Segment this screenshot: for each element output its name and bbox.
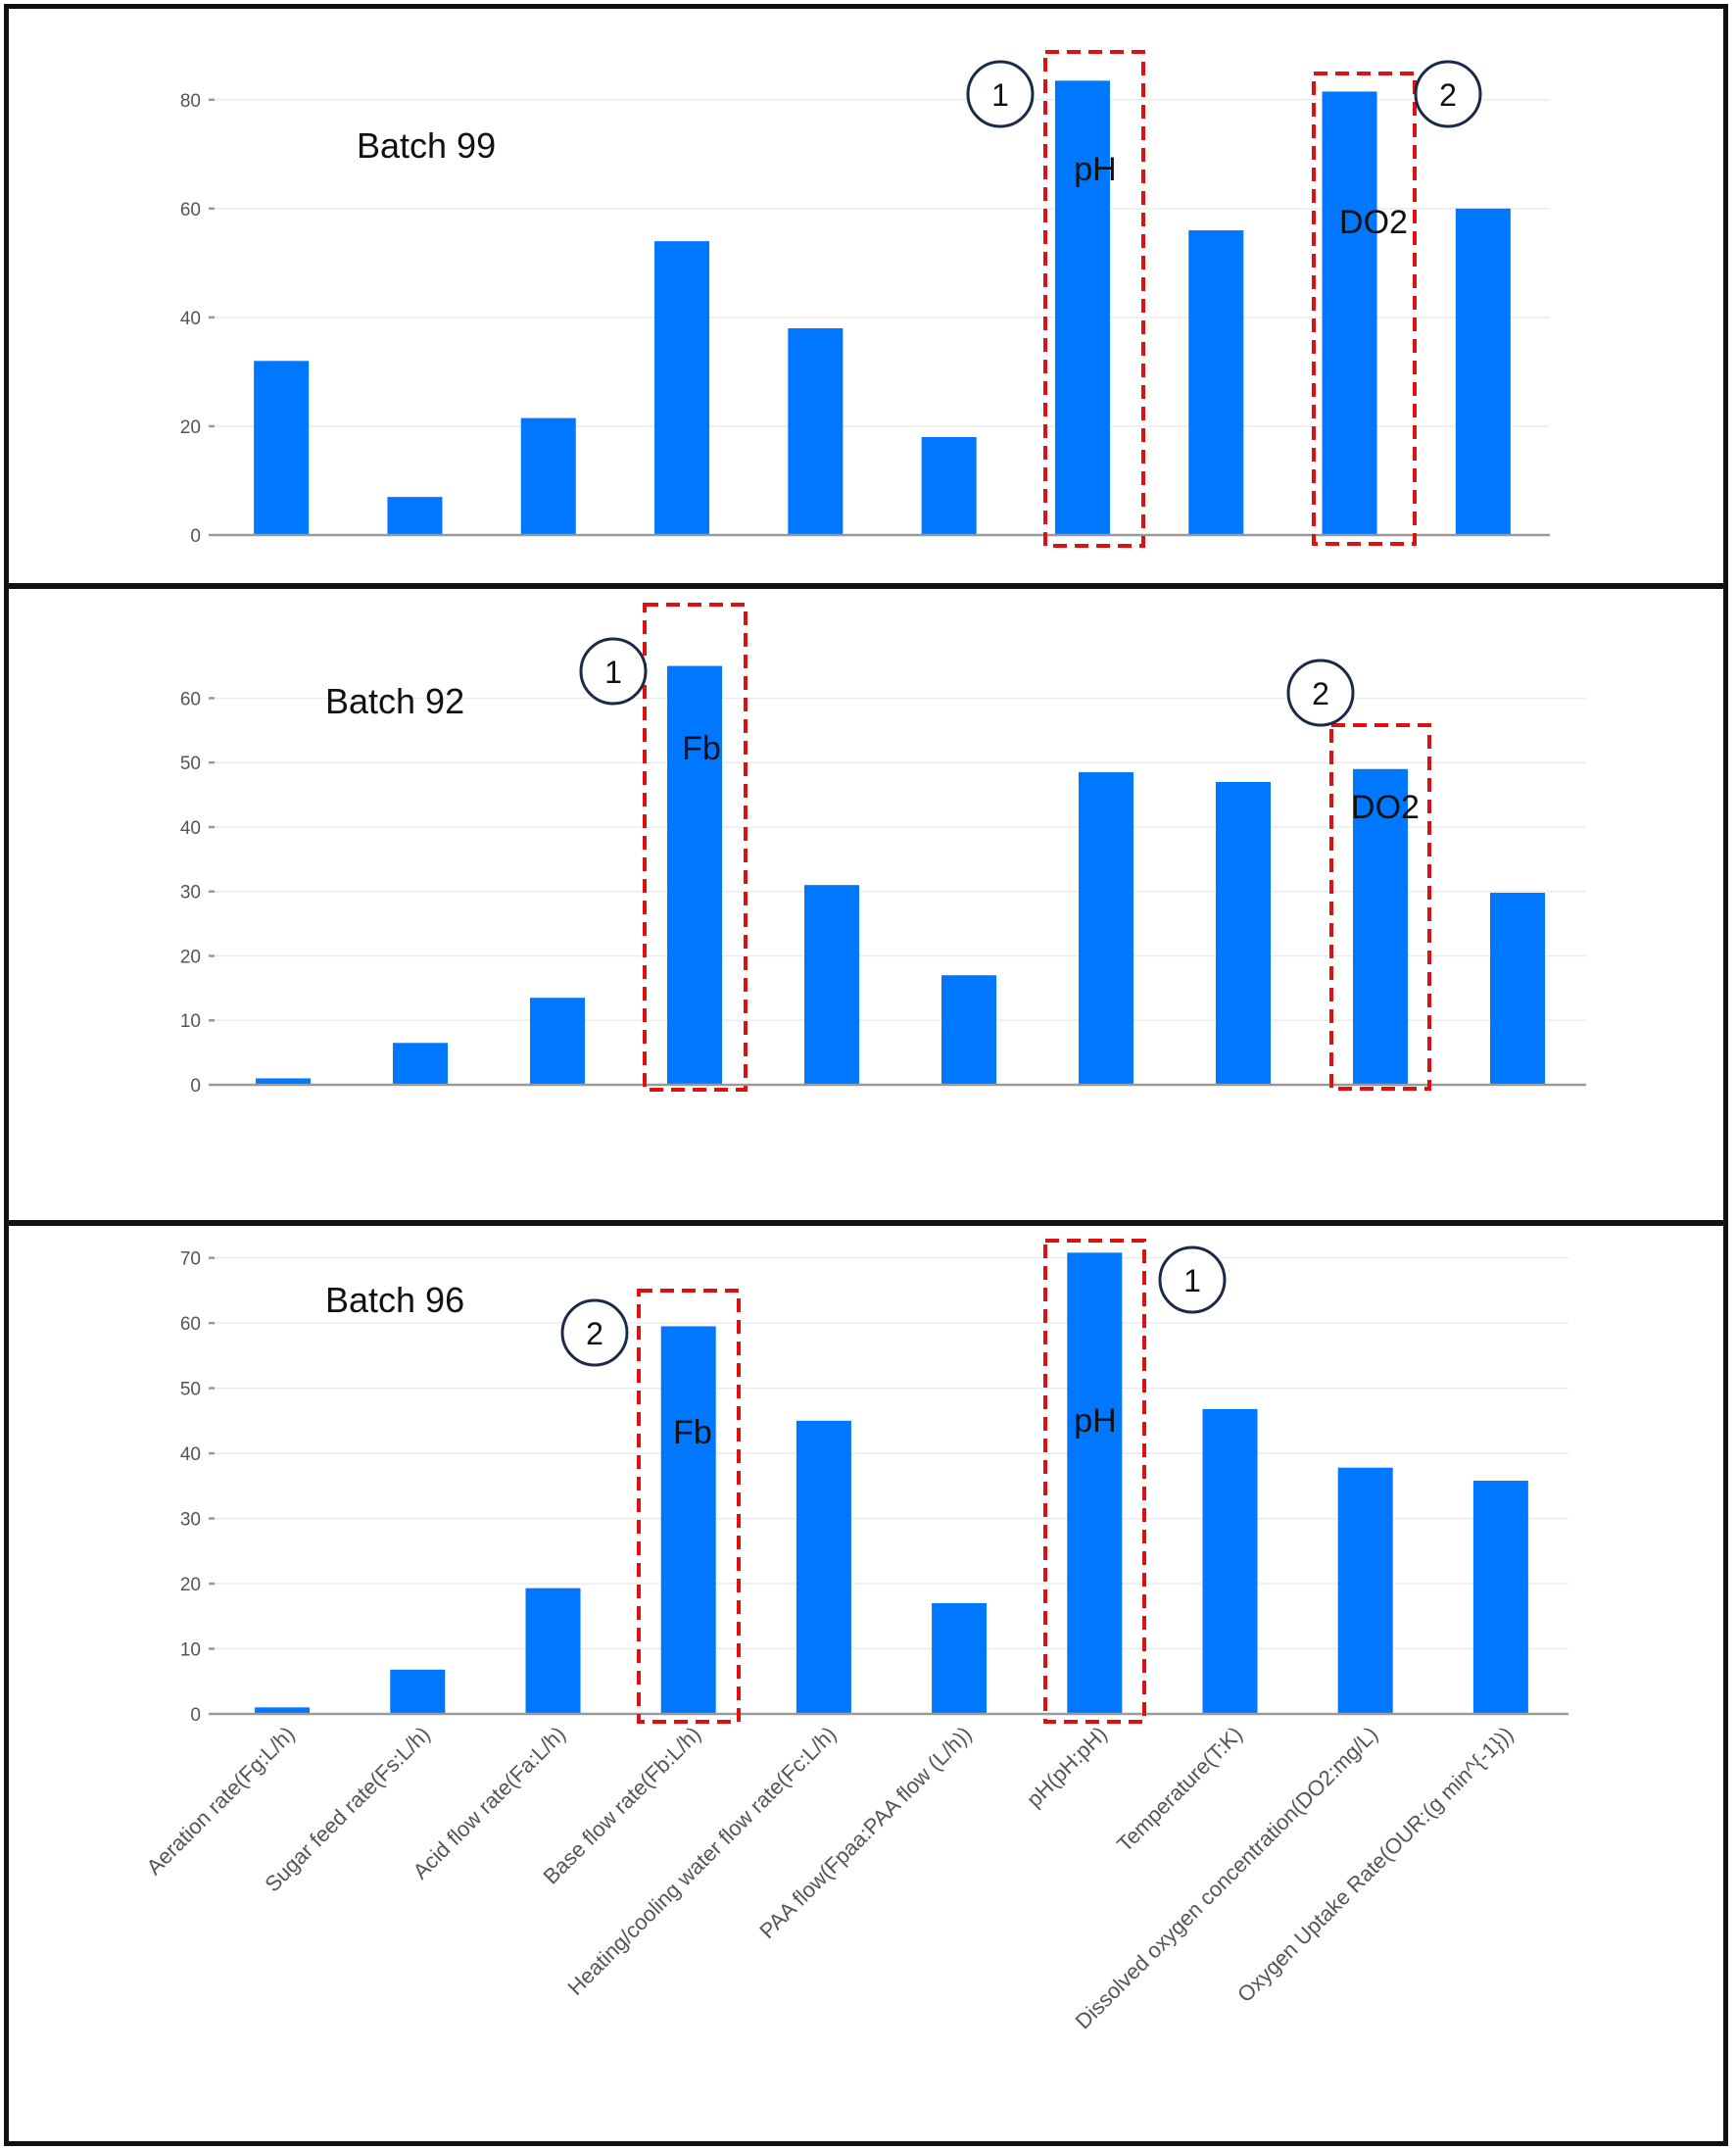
batch-label: Batch 99 — [357, 125, 496, 166]
y-tick-label: 50 — [180, 754, 201, 774]
highlight-box — [1312, 72, 1417, 546]
y-tick-label: 0 — [190, 1705, 201, 1726]
highlight-label: DO2 — [1339, 204, 1408, 241]
y-tick-label: 60 — [180, 689, 201, 709]
bar — [1067, 1252, 1123, 1714]
bar — [660, 1326, 716, 1714]
bar — [1455, 208, 1511, 535]
y-tick-label: 60 — [180, 200, 201, 220]
y-tick-label: 20 — [180, 947, 201, 967]
rank-circle — [560, 1298, 629, 1367]
bar-chart-batch-92: 0 10 20 30 40 50 60 Batch 92 Fb 1 DO2 2 — [180, 603, 1586, 1097]
bar — [667, 665, 722, 1085]
y-tick-label: 10 — [180, 1011, 201, 1032]
bar — [1337, 1467, 1393, 1714]
bar — [255, 1707, 311, 1714]
bar — [254, 361, 310, 535]
bar — [530, 998, 585, 1085]
y-tick-label: 70 — [180, 1249, 201, 1270]
x-tick-label: Acid flow rate(Fa:L/h) — [409, 1722, 571, 1884]
chart-panel-batch-99: 0 20 40 60 80 Batch 99 pH 1 DO2 2 — [4, 4, 1728, 588]
highlight-label: pH — [1074, 151, 1116, 188]
y-tick-label: 0 — [190, 1076, 201, 1097]
rank-number: 2 — [586, 1316, 603, 1351]
bar — [1490, 893, 1545, 1085]
bar — [1353, 768, 1408, 1085]
highlight-box — [637, 1289, 741, 1724]
highlight-box — [1329, 723, 1431, 1091]
bar — [525, 1588, 581, 1714]
rank-circle — [1158, 1246, 1227, 1314]
bar — [788, 327, 844, 535]
rank-number: 1 — [604, 655, 622, 690]
batch-label: Batch 96 — [325, 1280, 464, 1320]
highlight-label: Fb — [682, 730, 721, 767]
bar — [390, 1669, 446, 1714]
x-tick-label: Oxygen Uptake Rate(OUR:(g min^{-1})) — [1232, 1722, 1518, 2007]
bar — [941, 975, 996, 1085]
bar — [1216, 781, 1271, 1085]
y-tick-label: 40 — [180, 309, 201, 329]
rank-circle — [1414, 60, 1482, 128]
batch-label: Batch 92 — [325, 681, 464, 721]
bar — [1322, 91, 1377, 535]
rank-number: 1 — [1183, 1263, 1201, 1298]
bar — [387, 497, 443, 535]
rank-number: 1 — [991, 77, 1009, 113]
highlight-label: DO2 — [1351, 789, 1420, 826]
y-tick-label: 20 — [180, 417, 201, 438]
bar — [932, 1602, 988, 1714]
y-tick-label: 30 — [180, 883, 201, 904]
highlight-box — [1043, 50, 1145, 548]
bar — [1202, 1408, 1258, 1714]
bar — [654, 241, 710, 535]
y-tick-label: 80 — [180, 91, 201, 112]
bar — [1079, 772, 1133, 1085]
rank-number: 2 — [1312, 676, 1329, 711]
bar — [520, 417, 576, 535]
bar — [1054, 80, 1110, 536]
x-tick-label: Dissolved oxygen concentration(DO2:mg/L) — [1071, 1722, 1383, 2034]
x-tick-label: PAA flow(Fpaa:PAA flow (L/h)) — [754, 1722, 976, 1943]
bar — [393, 1043, 448, 1085]
bar — [1472, 1481, 1528, 1714]
highlight-label: pH — [1074, 1402, 1116, 1440]
highlight-box — [643, 603, 747, 1092]
x-tick-label: Heating/cooling water flow rate(Fc:L/h) — [562, 1722, 841, 2000]
bar — [256, 1078, 311, 1085]
x-tick-label: pH(pH:pH) — [1022, 1722, 1112, 1812]
bar — [921, 437, 977, 535]
rank-number: 2 — [1439, 77, 1457, 113]
bar-chart-batch-96: 0 10 20 30 40 50 60 70 Batch 96 pH 1 Fb 2 Aeration ra… — [141, 1239, 1568, 2034]
bar — [796, 1420, 851, 1714]
y-tick-label: 50 — [180, 1380, 201, 1400]
y-tick-label: 0 — [190, 526, 201, 547]
rank-circle — [1286, 659, 1355, 727]
highlight-box — [1043, 1239, 1146, 1724]
y-tick-label: 20 — [180, 1575, 201, 1595]
rank-circle — [579, 637, 648, 706]
chart-panel-batch-92: 0 10 20 30 40 50 60 Batch 92 Fb 1 DO2 2 — [4, 584, 1728, 1225]
x-tick-label: Temperature(T:K) — [1112, 1722, 1247, 1857]
y-tick-label: 10 — [180, 1640, 201, 1661]
y-tick-label: 60 — [180, 1314, 201, 1335]
bar — [804, 885, 859, 1085]
bar — [1188, 230, 1244, 536]
rank-circle — [966, 60, 1035, 128]
y-tick-label: 40 — [180, 1444, 201, 1465]
highlight-label: Fb — [673, 1414, 712, 1451]
y-tick-label: 40 — [180, 818, 201, 839]
x-tick-label: Aeration rate(Fg:L/h) — [141, 1722, 299, 1880]
y-tick-label: 30 — [180, 1510, 201, 1531]
bar-chart-batch-99: 0 20 40 60 80 Batch 99 pH 1 DO2 2 — [180, 50, 1550, 548]
chart-panel-batch-96: 0 10 20 30 40 50 60 70 Batch 96 pH 1 Fb 2 Aeration ra… — [4, 1221, 1728, 2146]
